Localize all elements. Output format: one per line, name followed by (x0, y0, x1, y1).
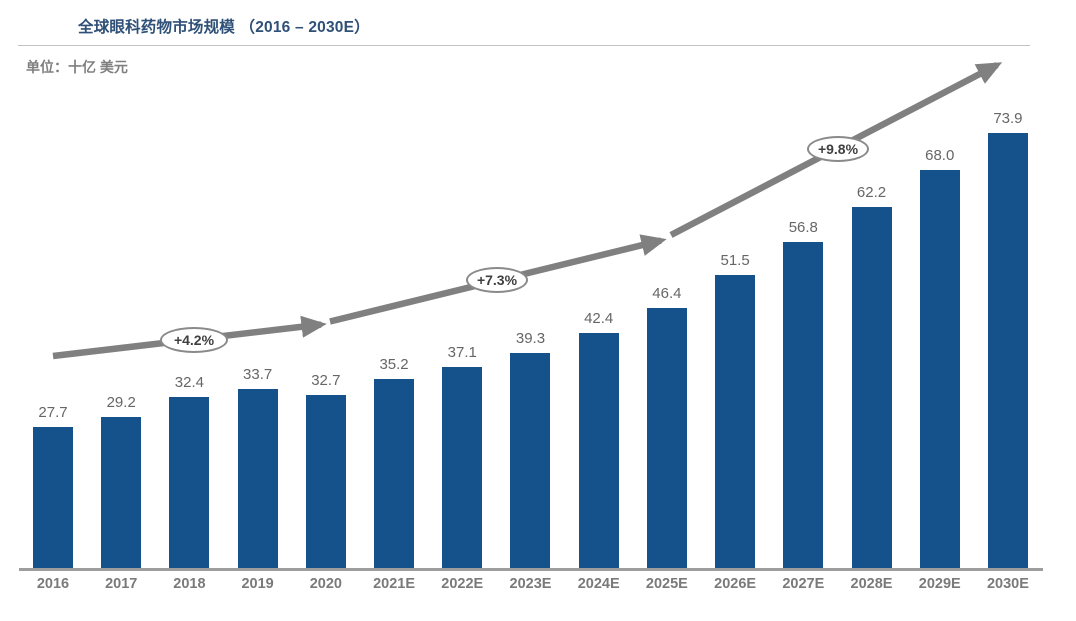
bar-2024E (578, 333, 619, 569)
bar-value-label-2019: 33.7 (243, 366, 273, 383)
bar-2020 (305, 395, 346, 569)
bar-2028E (851, 207, 892, 569)
bar-2023E (510, 353, 551, 569)
x-axis-label-2026E: 2026E (714, 576, 757, 592)
bar-value-label-2027E: 56.8 (788, 219, 818, 236)
bar-value-label-2028E: 62.2 (856, 184, 887, 201)
bar-2022E (442, 367, 483, 569)
x-axis-label-2019: 2019 (241, 576, 274, 592)
x-axis-label-2017: 2017 (105, 576, 138, 592)
bar-value-label-2018: 32.4 (174, 374, 204, 391)
x-axis-label-2027E: 2027E (782, 576, 825, 592)
growth-badge-2020-2025: +7.3% (466, 267, 528, 293)
x-axis-label-2024E: 2024E (577, 576, 620, 592)
bar-2017 (101, 417, 142, 569)
x-axis-label-2020: 2020 (309, 576, 342, 592)
growth-badge-label: +7.3% (476, 272, 518, 288)
bar-value-label-2026E: 51.5 (720, 252, 750, 269)
bar-2018 (169, 397, 210, 569)
growth-badge-2025-2030: +9.8% (807, 136, 869, 162)
bar-value-label-2029E: 68.0 (925, 147, 955, 164)
bar-2025E (646, 308, 687, 569)
bar-value-label-2022E: 37.1 (447, 344, 477, 361)
bar-value-label-2025E: 46.4 (652, 285, 682, 302)
x-axis-label-2029E: 2029E (918, 576, 961, 592)
bar-value-label-2023E: 39.3 (515, 330, 546, 347)
x-axis-label-2028E: 2028E (850, 576, 893, 592)
bar-value-label-2017: 29.2 (106, 394, 136, 411)
x-axis-line (19, 568, 1043, 571)
x-axis-label-2030E: 2030E (986, 576, 1029, 592)
x-axis-label-2021E: 2021E (373, 576, 416, 592)
growth-badge-label: +4.2% (173, 332, 215, 348)
title-divider (18, 45, 1030, 46)
bar-2016 (33, 427, 73, 569)
x-axis-label-2025E: 2025E (645, 576, 688, 592)
bar-value-label-2024E: 42.4 (584, 310, 614, 327)
x-axis-label-2023E: 2023E (509, 576, 552, 592)
growth-badge-2016-2020: +4.2% (160, 327, 228, 353)
bar-2029E (919, 170, 960, 569)
bar-2026E (715, 275, 756, 569)
page-title: 全球眼科药物市场规模 （2016 – 2030E） (78, 19, 370, 36)
unit-label: 单位：十亿 美元 (26, 59, 128, 75)
bar-2021E (374, 379, 415, 569)
x-axis-label-2022E: 2022E (441, 576, 484, 592)
bar-2030E (987, 133, 1028, 569)
bar-2019 (237, 389, 278, 569)
bar-value-label-2030E: 73.9 (993, 110, 1023, 127)
bar-2027E (783, 242, 824, 569)
bar-value-label-2021E: 35.2 (379, 356, 409, 373)
bar-value-label-2016: 27.7 (38, 404, 68, 421)
bar-value-label-2020: 32.7 (311, 372, 341, 389)
x-axis-label-2016: 2016 (36, 576, 70, 592)
x-axis-label-2018: 2018 (173, 576, 206, 592)
growth-badge-label: +9.8% (817, 141, 859, 157)
